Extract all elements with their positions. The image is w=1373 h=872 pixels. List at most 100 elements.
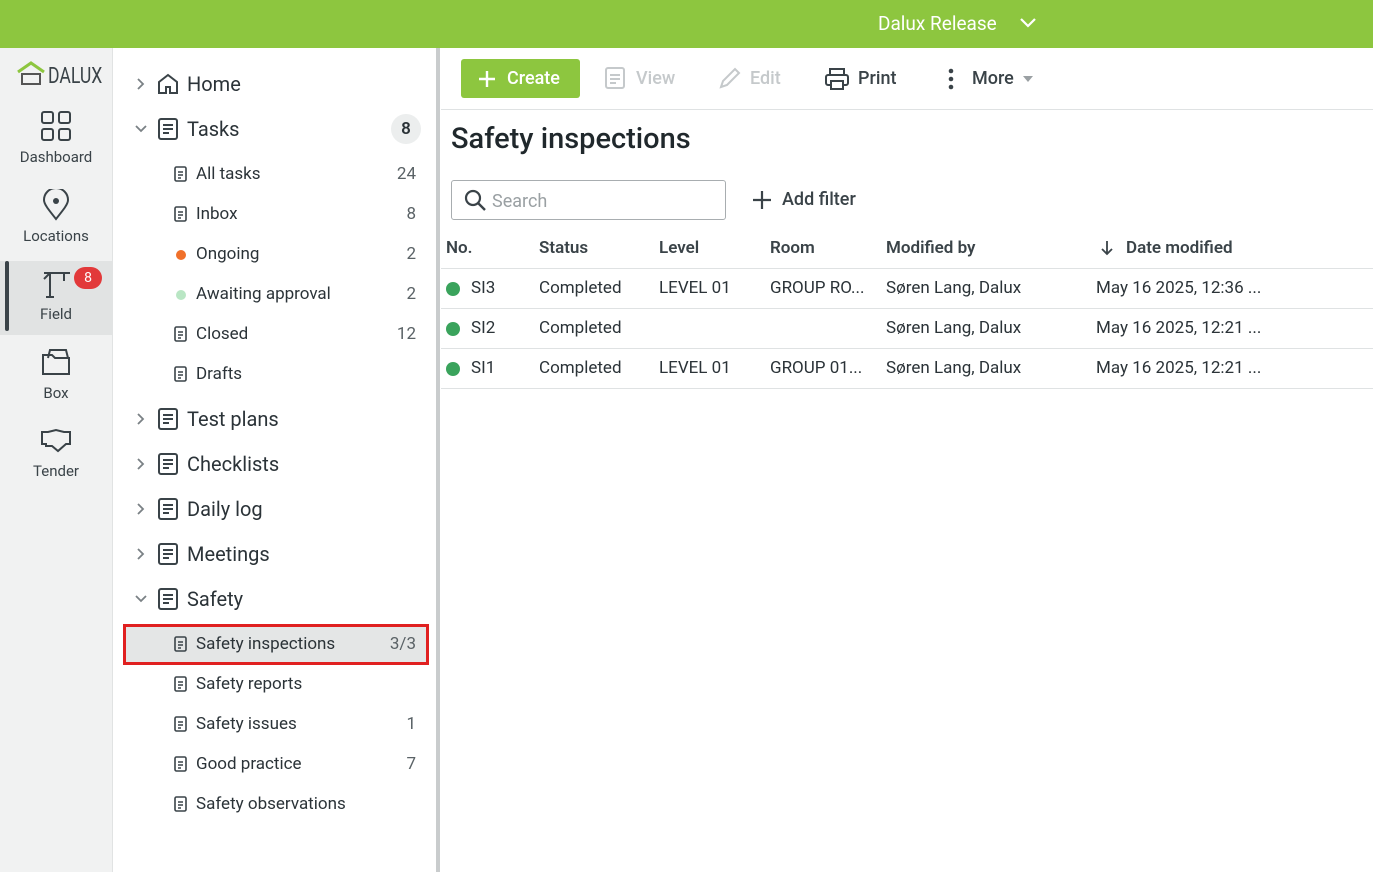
table-cell: Søren Lang, Dalux xyxy=(886,278,1022,298)
view-icon xyxy=(605,67,625,89)
rail-label: Field xyxy=(40,305,72,323)
column-header[interactable]: No. xyxy=(446,238,473,258)
nav-item[interactable]: Good practice 7 xyxy=(123,744,428,784)
rail-item[interactable]: Locations xyxy=(0,183,112,257)
nav-section[interactable]: Test plans xyxy=(113,397,436,441)
rail-item[interactable]: Dashboard xyxy=(0,104,112,178)
edit-icon xyxy=(719,67,741,89)
rail-label: Tender xyxy=(33,462,79,480)
table-row[interactable]: SI2 Completed Søren Lang, Dalux May 16 2025… xyxy=(441,309,1373,349)
item-icon xyxy=(174,756,187,772)
table-cell: Søren Lang, Dalux xyxy=(886,358,1022,378)
toolbar-border xyxy=(441,109,1373,110)
item-count: 24 xyxy=(396,164,416,184)
plus-icon xyxy=(479,71,495,87)
nav-section[interactable]: Daily log xyxy=(113,487,436,531)
row-divider xyxy=(441,268,1373,269)
item-count: 12 xyxy=(396,324,416,344)
chevron-right xyxy=(137,503,145,515)
add-filter-button[interactable]: Add filter xyxy=(782,189,856,210)
status-dot xyxy=(176,290,186,300)
search-placeholder: Search xyxy=(492,191,548,212)
column-header[interactable]: Level xyxy=(659,238,700,258)
plus-icon xyxy=(753,191,771,209)
status-dot xyxy=(446,322,460,336)
nav-item[interactable]: Inbox 8 xyxy=(123,194,428,234)
nav-item[interactable]: Closed 12 xyxy=(123,314,428,354)
rail-label: Dashboard xyxy=(19,148,93,166)
nav-item[interactable]: Ongoing 2 xyxy=(123,234,428,274)
section-icon xyxy=(158,118,178,140)
chevron-right xyxy=(137,413,145,425)
chevron-right xyxy=(137,78,145,90)
item-count: 2 xyxy=(406,244,416,264)
item-label: Closed xyxy=(196,324,249,344)
search-box[interactable]: Search xyxy=(451,180,726,220)
column-header[interactable]: Status xyxy=(539,238,589,258)
rail-icon xyxy=(41,111,71,141)
item-icon xyxy=(174,206,187,222)
nav-section[interactable]: Tasks 8 xyxy=(113,107,436,151)
nav-section[interactable]: Checklists xyxy=(113,442,436,486)
view-button[interactable]: View xyxy=(636,68,676,89)
nav-item[interactable]: Safety observations xyxy=(123,784,428,824)
table-cell: SI2 xyxy=(471,318,496,338)
rail-item[interactable]: Box xyxy=(0,340,112,414)
rail-item[interactable]: Field 8 xyxy=(0,261,112,335)
rail-item[interactable]: Tender xyxy=(0,418,112,492)
rail-label: Box xyxy=(43,383,69,402)
item-count: 3/3 xyxy=(389,634,416,654)
chevron-down xyxy=(135,125,147,133)
create-button[interactable]: Create xyxy=(461,59,580,98)
nav-section[interactable]: Home xyxy=(113,62,436,106)
item-icon xyxy=(174,676,187,692)
rail-label: Locations xyxy=(23,226,89,245)
item-count: 2 xyxy=(406,284,416,304)
column-header[interactable]: Room xyxy=(770,238,815,258)
nav-item[interactable]: Safety inspections 3/3 xyxy=(123,624,429,665)
table-cell: Completed xyxy=(539,358,622,378)
nav-item[interactable]: All tasks 24 xyxy=(123,154,428,194)
project-selector[interactable]: Dalux Release xyxy=(878,12,997,35)
section-label: Tasks xyxy=(187,117,240,141)
chevron-down xyxy=(135,595,147,603)
table-cell: GROUP RO... xyxy=(770,278,865,298)
table-cell: Completed xyxy=(539,278,622,298)
edit-button[interactable]: Edit xyxy=(750,68,781,89)
selection-highlight xyxy=(123,624,429,665)
nav-item[interactable]: Safety reports xyxy=(123,664,428,704)
item-label: All tasks xyxy=(196,164,261,184)
table-cell: May 16 2025, 12:21 ... xyxy=(1096,358,1262,378)
more-icon xyxy=(948,68,954,90)
selected-indicator xyxy=(5,261,9,331)
table-cell: SI3 xyxy=(471,278,496,298)
column-header[interactable]: Date modified xyxy=(1126,238,1233,258)
print-icon xyxy=(825,68,849,90)
chevron-right xyxy=(137,548,145,560)
item-label: Safety reports xyxy=(196,674,303,694)
nav-item[interactable]: Drafts xyxy=(123,354,428,394)
nav-item[interactable]: Safety issues 1 xyxy=(123,704,428,744)
table-cell: SI1 xyxy=(471,358,496,378)
item-icon xyxy=(174,636,187,652)
sort-arrow xyxy=(1101,241,1113,256)
table-row[interactable]: SI1 Completed LEVEL 01 GROUP 01... Søren Lan… xyxy=(441,349,1373,389)
column-header[interactable]: Modified by xyxy=(886,238,976,258)
app-rail: DALUX Dashboard Locations Field 8 Box Tender xyxy=(0,48,113,872)
print-button[interactable]: Print xyxy=(858,68,897,89)
nav-section[interactable]: Meetings xyxy=(113,532,436,576)
item-label: Safety inspections xyxy=(196,634,336,654)
page-title: Safety inspections xyxy=(451,122,691,156)
more-button[interactable]: More xyxy=(972,68,1014,89)
nav-item[interactable]: Awaiting approval 2 xyxy=(123,274,428,314)
table-cell: GROUP 01... xyxy=(770,358,863,378)
table-cell: May 16 2025, 12:36 ... xyxy=(1096,278,1262,298)
table-row[interactable]: SI3 Completed LEVEL 01 GROUP RO... Søren Lan… xyxy=(441,269,1373,309)
nav-section[interactable]: Safety xyxy=(113,577,436,621)
section-icon xyxy=(158,408,178,430)
table-cell: LEVEL 01 xyxy=(659,358,731,378)
table-cell: May 16 2025, 12:21 ... xyxy=(1096,318,1262,338)
section-icon xyxy=(158,498,178,520)
chevron-icon xyxy=(1020,18,1036,28)
